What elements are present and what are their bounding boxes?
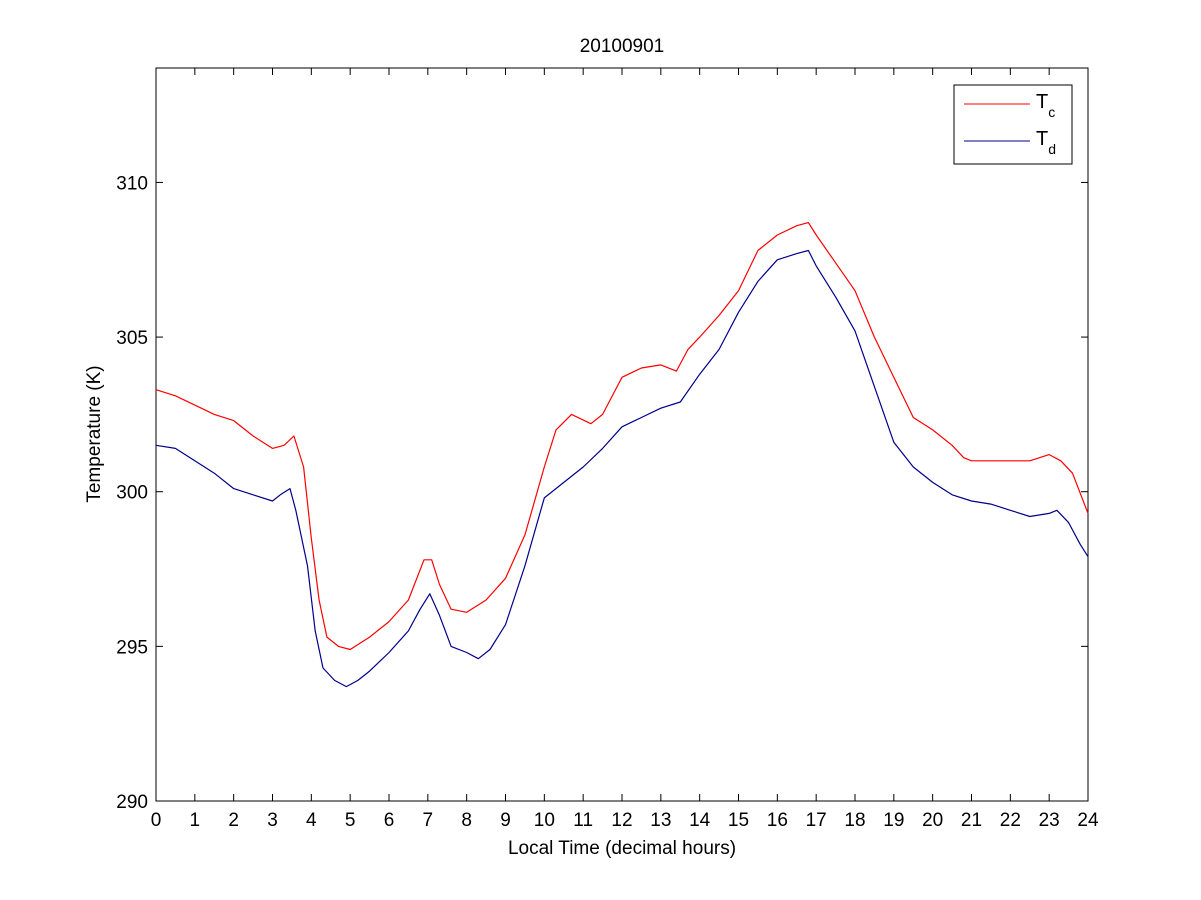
- x-tick-label: 12: [611, 810, 632, 831]
- x-tick-label: 24: [1077, 810, 1099, 831]
- legend-label-tc: Tc: [1036, 91, 1055, 120]
- x-tick-label: 8: [461, 810, 472, 831]
- x-tick-label: 7: [423, 810, 434, 831]
- y-axis-title: Temperature (K): [84, 365, 105, 502]
- x-tick-label: 18: [844, 810, 865, 831]
- x-tick-label: 2: [228, 810, 239, 831]
- legend-box: [953, 84, 1073, 165]
- x-tick-label: 3: [267, 810, 278, 831]
- x-tick-label: 10: [534, 810, 555, 831]
- legend-label-tc-subscript: c: [1048, 104, 1055, 120]
- x-axis-title: Local Time (decimal hours): [508, 838, 736, 859]
- y-tick-label: 310: [116, 173, 148, 194]
- tick-layer: 0 1 2 3 4 5 6 7 8 9 10 11 12 13 14 15 16 17 18 19 20 21 22 23 24…: [116, 68, 1099, 831]
- series-layer: [155, 222, 1089, 688]
- x-tick-label: 11: [573, 810, 593, 831]
- legend-label-td-subscript: d: [1048, 141, 1056, 157]
- y-tick-label: 295: [116, 637, 148, 658]
- x-tick-label: 17: [806, 810, 827, 831]
- series-line-tc: [155, 222, 1089, 651]
- x-tick-label: 13: [650, 810, 671, 831]
- y-tick-label: 290: [116, 792, 148, 813]
- legend-label-tc-name: T: [1036, 91, 1048, 113]
- x-tick-label: 21: [961, 810, 982, 831]
- series-line-td: [155, 249, 1089, 688]
- chart-title: 20100901: [580, 36, 665, 57]
- legend: Tc Td: [953, 84, 1073, 165]
- x-tick-label: 4: [306, 810, 317, 831]
- legend-label-td-name: T: [1036, 128, 1048, 150]
- x-tick-label: 16: [767, 810, 788, 831]
- y-tick-label: 300: [116, 483, 148, 504]
- x-tick-label: 1: [190, 810, 201, 831]
- x-tick-label: 22: [1000, 810, 1021, 831]
- x-tick-label: 15: [728, 810, 749, 831]
- x-tick-label: 20: [922, 810, 943, 831]
- x-tick-label: 0: [151, 810, 162, 831]
- x-tick-label: 5: [345, 810, 356, 831]
- x-tick-label: 6: [384, 810, 395, 831]
- x-tick-label: 23: [1039, 810, 1060, 831]
- x-tick-label: 19: [883, 810, 904, 831]
- x-tick-label: 14: [689, 810, 711, 831]
- legend-label-td: Td: [1036, 128, 1056, 157]
- plot-area: [155, 67, 1089, 802]
- x-tick-label: 9: [500, 810, 511, 831]
- y-tick-label: 305: [116, 328, 148, 349]
